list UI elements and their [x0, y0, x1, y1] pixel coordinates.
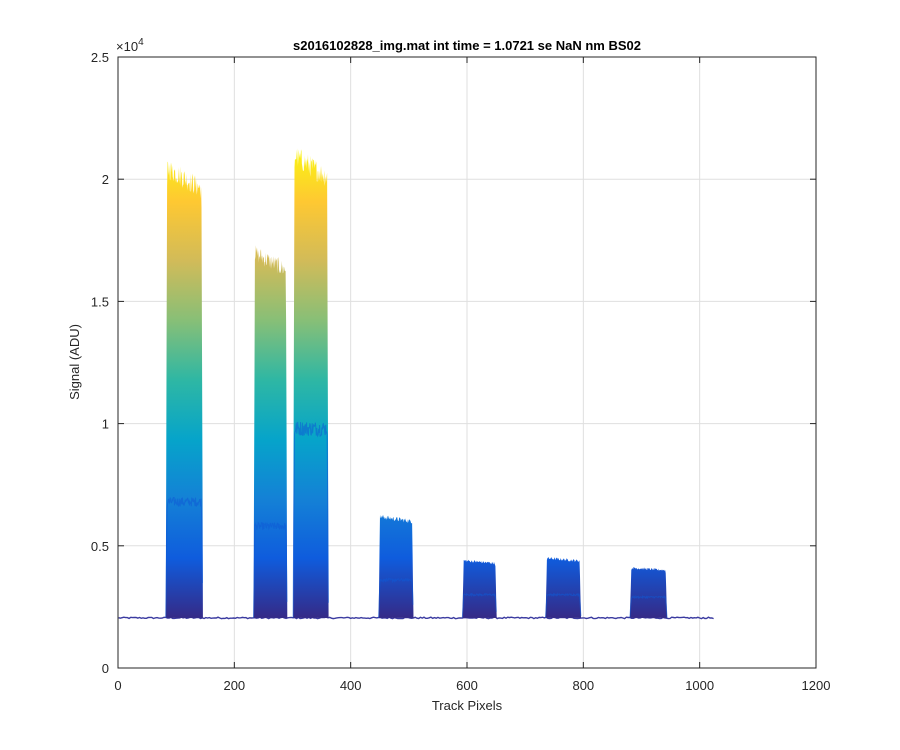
band-1 — [165, 161, 203, 618]
y-axis-label: Signal (ADU) — [67, 324, 82, 400]
y-tick-label: 0.5 — [91, 539, 109, 554]
band-inner-trace — [165, 497, 203, 618]
series — [118, 148, 714, 620]
x-tick-label: 1000 — [685, 678, 714, 693]
y-exponent-power: 4 — [138, 37, 144, 48]
ticks — [117, 56, 817, 669]
band-7 — [629, 567, 668, 618]
x-tick-label: 1200 — [802, 678, 831, 693]
band-fill — [629, 567, 668, 618]
chart-title: s2016102828_img.mat int time = 1.0721 se… — [293, 38, 641, 53]
y-exponent-label: ×104 — [116, 37, 144, 54]
x-tick-label: 600 — [456, 678, 478, 693]
y-tick-label: 2 — [102, 172, 109, 187]
band-fill — [378, 514, 414, 618]
grid — [118, 57, 816, 668]
band-inner-trace — [253, 521, 288, 618]
x-tick-labels: 0 200 400 600 800 1000 1200 — [114, 678, 830, 693]
y-tick-labels: 0 0.5 1 1.5 2 2.5 — [91, 50, 109, 676]
band-fill — [293, 148, 329, 618]
band-inner-trace — [461, 592, 497, 618]
band-fill — [253, 245, 288, 618]
x-tick-label: 200 — [223, 678, 245, 693]
band-fill — [165, 161, 203, 618]
band-4 — [378, 514, 414, 618]
baseline-trace — [118, 616, 714, 620]
x-tick-label: 800 — [572, 678, 594, 693]
band-fill — [462, 559, 497, 618]
band-inner-trace — [545, 592, 582, 618]
x-tick-label: 400 — [340, 678, 362, 693]
band-5 — [461, 559, 497, 618]
band-inner-trace — [378, 577, 414, 618]
band-6 — [545, 556, 582, 618]
x-axis-label: Track Pixels — [432, 698, 503, 713]
y-tick-label: 2.5 — [91, 50, 109, 65]
x-tick-label: 0 — [114, 678, 121, 693]
y-tick-label: 0 — [102, 661, 109, 676]
band-inner-trace — [292, 421, 329, 618]
band-3 — [292, 148, 329, 618]
y-tick-label: 1 — [102, 417, 109, 432]
band-2 — [253, 245, 288, 618]
band-fill — [545, 556, 581, 618]
band-inner-trace — [629, 594, 668, 618]
y-tick-label: 1.5 — [91, 294, 109, 309]
y-exponent-base: ×10 — [116, 39, 138, 54]
